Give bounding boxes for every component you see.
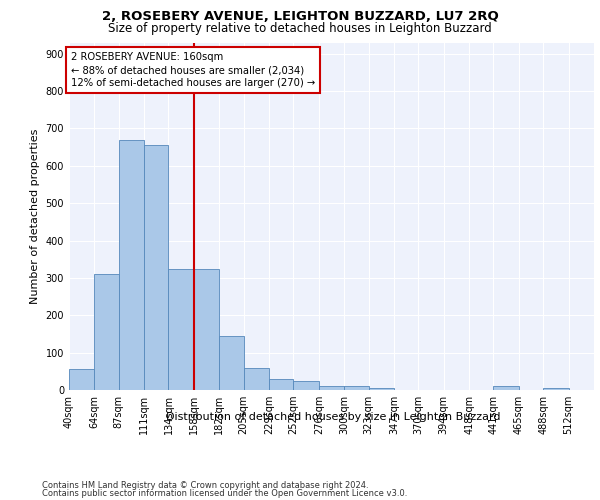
Bar [293, 380, 319, 390]
Bar [543, 388, 569, 390]
Text: Contains public sector information licensed under the Open Government Licence v3: Contains public sector information licen… [42, 488, 407, 498]
Bar [344, 386, 368, 390]
Text: Size of property relative to detached houses in Leighton Buzzard: Size of property relative to detached ho… [108, 22, 492, 35]
Y-axis label: Number of detached properties: Number of detached properties [30, 128, 40, 304]
Text: 2 ROSEBERY AVENUE: 160sqm
← 88% of detached houses are smaller (2,034)
12% of se: 2 ROSEBERY AVENUE: 160sqm ← 88% of detac… [71, 52, 316, 88]
Bar [194, 268, 220, 390]
Bar [94, 274, 119, 390]
Text: Contains HM Land Registry data © Crown copyright and database right 2024.: Contains HM Land Registry data © Crown c… [42, 481, 368, 490]
Bar [69, 370, 94, 390]
Bar [169, 268, 194, 390]
Bar [269, 379, 293, 390]
Text: 2, ROSEBERY AVENUE, LEIGHTON BUZZARD, LU7 2RQ: 2, ROSEBERY AVENUE, LEIGHTON BUZZARD, LU… [101, 10, 499, 23]
Bar [319, 386, 344, 390]
Text: Distribution of detached houses by size in Leighton Buzzard: Distribution of detached houses by size … [166, 412, 500, 422]
Bar [244, 368, 269, 390]
Bar [144, 146, 169, 390]
Bar [493, 386, 519, 390]
Bar [220, 336, 244, 390]
Bar [368, 388, 394, 390]
Bar [119, 140, 144, 390]
